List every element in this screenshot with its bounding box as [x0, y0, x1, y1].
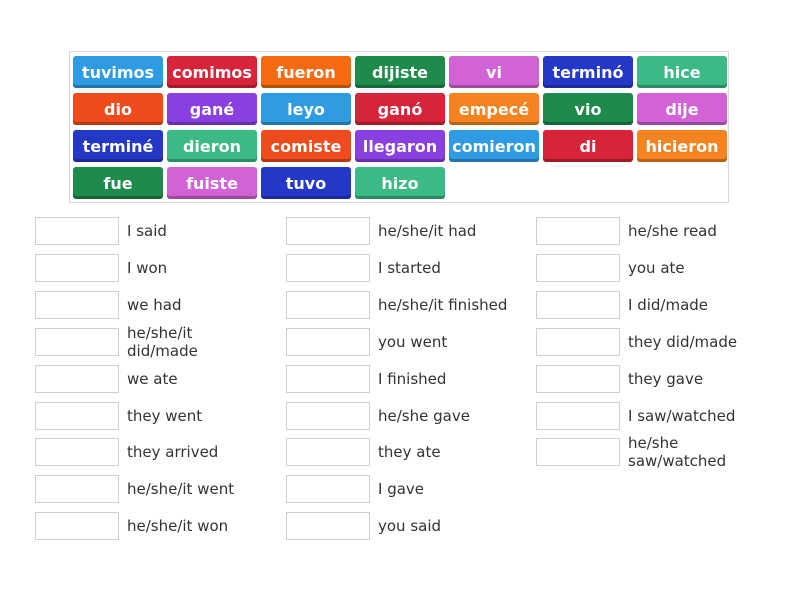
drop-slot[interactable]: [536, 401, 620, 430]
drop-slot[interactable]: [536, 327, 620, 356]
drop-slot[interactable]: [286, 512, 370, 541]
answer-tile[interactable]: dio: [73, 93, 163, 125]
answer-tile[interactable]: vi: [449, 56, 539, 88]
answer-tile[interactable]: hizo: [355, 167, 445, 199]
clue-text: you ate: [628, 258, 685, 277]
clue-text: I saw/watched: [628, 406, 736, 425]
drop-slot[interactable]: [536, 217, 620, 245]
drop-slot[interactable]: [536, 364, 620, 393]
drop-slot[interactable]: [286, 290, 370, 319]
drop-slot[interactable]: [286, 327, 370, 356]
drop-slot[interactable]: [286, 364, 370, 393]
drop-slot[interactable]: [286, 217, 370, 245]
answer-tile[interactable]: leyo: [261, 93, 351, 125]
clue-text: they did/made: [628, 332, 738, 351]
drop-slot[interactable]: [35, 512, 119, 541]
clue-text: you said: [378, 517, 442, 536]
drop-slot[interactable]: [35, 290, 119, 319]
drop-slot[interactable]: [286, 253, 370, 282]
clue-text: he/she/it did/made: [127, 323, 198, 360]
drop-slot[interactable]: [35, 327, 119, 356]
answer-tile[interactable]: empecé: [449, 93, 539, 125]
answer-tile[interactable]: gané: [167, 93, 257, 125]
answer-tile[interactable]: comiste: [261, 130, 351, 162]
answer-tile[interactable]: tuvimos: [73, 56, 163, 88]
clue-text: he/she/it went: [127, 480, 235, 499]
drop-slot[interactable]: [286, 401, 370, 430]
clue-text: they gave: [628, 369, 704, 388]
clue-text: I won: [127, 258, 168, 277]
clue-text: I finished: [378, 369, 447, 388]
drop-slot[interactable]: [35, 438, 119, 467]
clue-text: they ate: [378, 443, 441, 462]
clue-text: we had: [127, 295, 182, 314]
drop-slot[interactable]: [536, 438, 620, 467]
drop-slot[interactable]: [35, 364, 119, 393]
clue-text: he/she gave: [378, 406, 470, 425]
answer-tile[interactable]: llegaron: [355, 130, 445, 162]
clue-text: he/she saw/watched: [628, 434, 727, 471]
answer-tile[interactable]: fue: [73, 167, 163, 199]
clue-text: I started: [378, 258, 441, 277]
clue-text: I did/made: [628, 295, 709, 314]
answer-tile[interactable]: hicieron: [637, 130, 727, 162]
clue-text: I said: [127, 222, 167, 240]
answer-tile[interactable]: hice: [637, 56, 727, 88]
tile-tray: [69, 51, 729, 203]
answer-tile[interactable]: vio: [543, 93, 633, 125]
answer-tile[interactable]: fuiste: [167, 167, 257, 199]
answer-tile[interactable]: ganó: [355, 93, 445, 125]
clue-text: you went: [378, 332, 448, 351]
clue-text: they went: [127, 406, 203, 425]
answer-tile[interactable]: dieron: [167, 130, 257, 162]
drop-slot[interactable]: [536, 290, 620, 319]
drop-slot[interactable]: [35, 253, 119, 282]
answer-tile[interactable]: terminé: [73, 130, 163, 162]
answer-tile[interactable]: di: [543, 130, 633, 162]
answer-tile[interactable]: comimos: [167, 56, 257, 88]
answer-tile[interactable]: fueron: [261, 56, 351, 88]
answer-tile[interactable]: terminó: [543, 56, 633, 88]
clue-text: he/she/it had: [378, 222, 477, 240]
answer-tile[interactable]: tuvo: [261, 167, 351, 199]
drop-slot[interactable]: [286, 475, 370, 504]
answer-tile[interactable]: dije: [637, 93, 727, 125]
drop-slot[interactable]: [35, 401, 119, 430]
clue-text: they arrived: [127, 443, 219, 462]
clue-text: he/she/it finished: [378, 295, 508, 314]
drop-slot[interactable]: [286, 438, 370, 467]
clue-text: we ate: [127, 369, 178, 388]
answer-tile[interactable]: dijiste: [355, 56, 445, 88]
answer-tile[interactable]: comieron: [449, 130, 539, 162]
clue-text: I gave: [378, 480, 425, 499]
drop-slot[interactable]: [536, 253, 620, 282]
drop-slot[interactable]: [35, 217, 119, 245]
clue-text: he/she read: [628, 222, 717, 240]
clue-text: he/she/it won: [127, 517, 229, 536]
drop-slot[interactable]: [35, 475, 119, 504]
